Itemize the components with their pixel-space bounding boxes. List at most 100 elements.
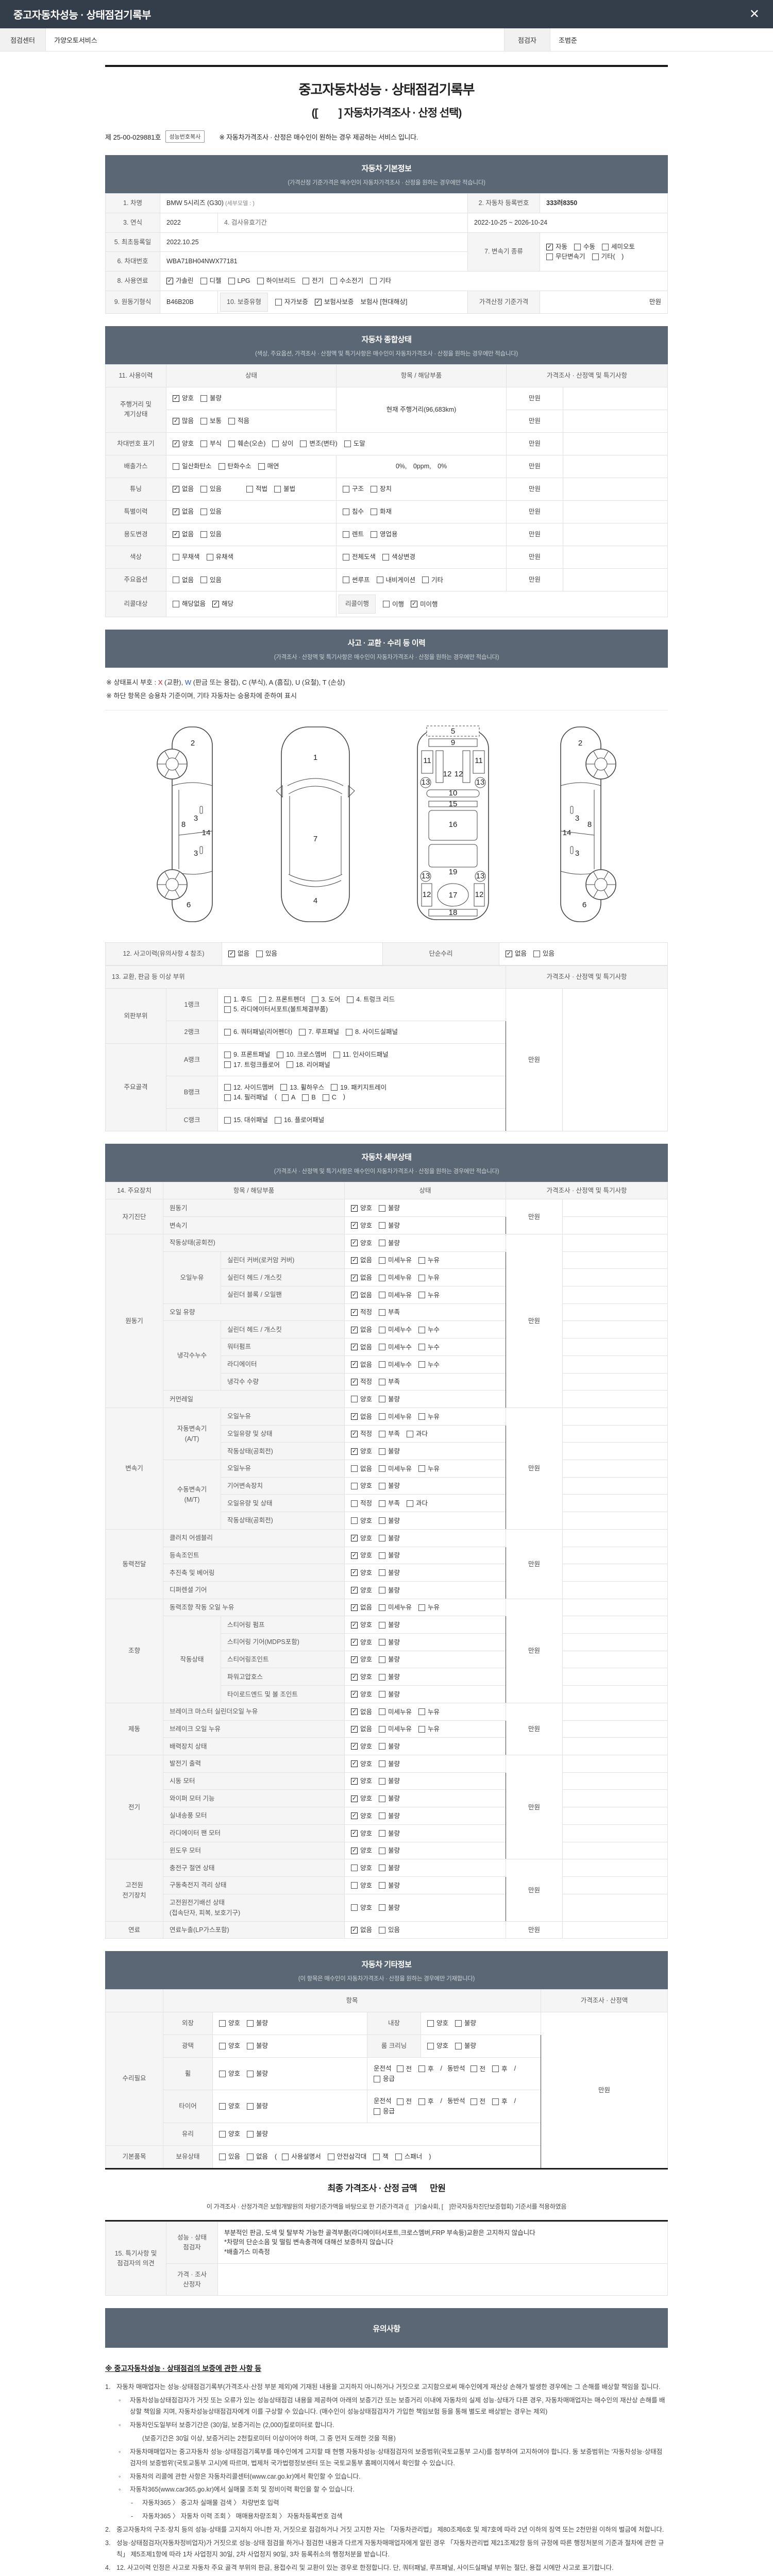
checkbox-A[interactable]: A	[282, 1093, 295, 1103]
checkbox-있음[interactable]: 있음	[256, 949, 277, 959]
checkbox-없음[interactable]: ✓ 없음	[351, 1925, 372, 1935]
checkbox-누수[interactable]: 누수	[418, 1342, 440, 1352]
checkbox-불량[interactable]: 불량	[379, 1672, 400, 1682]
checkbox-미세누유[interactable]: 미세누유	[379, 1602, 412, 1613]
checkbox-양호[interactable]: ✓ 양호	[351, 1585, 372, 1596]
checkbox-후[interactable]: 후	[492, 2097, 508, 2107]
checkbox-5. 라디에이터서포트(볼트체결부품)[interactable]: 5. 라디에이터서포트(볼트체결부품)	[224, 1005, 328, 1014]
checkbox-양호[interactable]: ✓ 양호	[351, 1620, 372, 1630]
checkbox-있음[interactable]: 있음	[533, 949, 554, 959]
close-icon[interactable]: ✕	[749, 7, 760, 21]
checkbox-없음[interactable]: ✓ 없음	[351, 1360, 372, 1370]
copy-number-button[interactable]: 성능번호복사	[165, 130, 205, 143]
checkbox-양호[interactable]: 양호	[219, 2041, 240, 2051]
checkbox-19. 패키지트레이[interactable]: 19. 패키지트레이	[331, 1083, 386, 1093]
checkbox-13. 휠하우스[interactable]: 13. 휠하우스	[280, 1083, 324, 1093]
checkbox-불량[interactable]: 불량	[200, 394, 222, 403]
checkbox-자동[interactable]: ✓ 자동	[546, 242, 567, 252]
checkbox-양호[interactable]: 양호	[219, 2069, 240, 2079]
checkbox-불량[interactable]: 불량	[379, 1568, 400, 1578]
checkbox-누유[interactable]: 누유	[418, 1273, 440, 1283]
checkbox-양호[interactable]: ✓ 양호	[351, 1811, 372, 1821]
checkbox-16. 플로어패널[interactable]: 16. 플로어패널	[274, 1115, 324, 1125]
checkbox-수동[interactable]: 수동	[574, 242, 595, 252]
checkbox-불량[interactable]: 불량	[379, 1654, 400, 1665]
checkbox-응급[interactable]: 응급	[374, 2074, 395, 2084]
checkbox-없음[interactable]: ✓ 없음	[506, 949, 527, 959]
checkbox-양호[interactable]: 양호	[351, 1481, 372, 1491]
checkbox-누유[interactable]: 누유	[418, 1707, 440, 1717]
checkbox-양호[interactable]: ✓ 양호	[351, 1533, 372, 1544]
checkbox-불량[interactable]: 불량	[379, 1759, 400, 1769]
checkbox-7. 루프패널[interactable]: 7. 루프패널	[299, 1027, 339, 1037]
checkbox-보통[interactable]: 보통	[200, 416, 222, 426]
checkbox-도말[interactable]: 도말	[344, 439, 365, 449]
checkbox-불량[interactable]: 불량	[379, 1585, 400, 1596]
checkbox-있음[interactable]: 있음	[379, 1925, 400, 1935]
checkbox-C[interactable]: C	[322, 1093, 337, 1103]
checkbox-LPG[interactable]: LPG	[228, 276, 250, 286]
checkbox-변조(변타)[interactable]: 변조(변타)	[300, 439, 338, 449]
checkbox-없음[interactable]: ✓ 없음	[351, 1255, 372, 1265]
checkbox-14. 필러패널[interactable]: 14. 필러패널	[224, 1093, 268, 1103]
checkbox-부족[interactable]: 부족	[379, 1498, 400, 1509]
checkbox-부식[interactable]: 부식	[200, 439, 222, 449]
checkbox-1. 후드[interactable]: 1. 후드	[224, 995, 253, 1005]
checkbox-기타( )[interactable]: 기타( )	[592, 252, 624, 262]
checkbox-없음[interactable]: 없음	[351, 1464, 372, 1474]
checkbox-불량[interactable]: 불량	[379, 1481, 400, 1491]
checkbox-6. 쿼터패널(리어펜더)[interactable]: 6. 쿼터패널(리어펜더)	[224, 1027, 292, 1037]
checkbox-불량[interactable]: 불량	[379, 1793, 400, 1804]
checkbox-기타[interactable]: 기타	[422, 575, 443, 585]
checkbox-전[interactable]: 전	[396, 2097, 412, 2107]
checkbox-불량[interactable]: 불량	[379, 1689, 400, 1700]
checkbox-있음[interactable]: 있음	[200, 484, 222, 494]
checkbox-불량[interactable]: 불량	[247, 2041, 268, 2051]
checkbox-하이브리드[interactable]: 하이브리드	[257, 276, 296, 286]
checkbox-양호[interactable]: ✓ 양호	[351, 1845, 372, 1856]
checkbox-양호[interactable]: 양호	[351, 1880, 372, 1891]
checkbox-과다[interactable]: 과다	[407, 1429, 428, 1439]
checkbox-양호[interactable]: 양호	[351, 1903, 372, 1913]
checkbox-불량[interactable]: 불량	[379, 1238, 400, 1248]
checkbox-불량[interactable]: 불량	[379, 1828, 400, 1839]
checkbox-누유[interactable]: 누유	[418, 1602, 440, 1613]
checkbox-적정[interactable]: ✓ 적정	[351, 1307, 372, 1317]
checkbox-해당[interactable]: ✓ 해당	[212, 599, 233, 609]
checkbox-누유[interactable]: 누유	[418, 1255, 440, 1265]
checkbox-색상변경[interactable]: 색상변경	[382, 552, 415, 562]
checkbox-많음[interactable]: ✓ 많음	[173, 416, 194, 426]
checkbox-없음[interactable]: ✓ 없음	[351, 1412, 372, 1422]
checkbox-미이행[interactable]: ✓ 미이행	[411, 600, 438, 609]
checkbox-있음[interactable]: 있음	[200, 507, 222, 517]
checkbox-미세누유[interactable]: 미세누유	[379, 1273, 412, 1283]
checkbox-미세누수[interactable]: 미세누수	[379, 1360, 412, 1370]
checkbox-2. 프론트펜더[interactable]: 2. 프론트펜더	[259, 995, 305, 1005]
checkbox-불량[interactable]: 불량	[379, 1516, 400, 1526]
checkbox-매연[interactable]: 매연	[258, 462, 279, 471]
checkbox-화재[interactable]: 화재	[371, 507, 392, 517]
checkbox-내비게이션[interactable]: 내비게이션	[376, 575, 415, 585]
checkbox-장치[interactable]: 장치	[371, 484, 392, 494]
checkbox-양호[interactable]: ✓ 양호	[351, 1672, 372, 1682]
checkbox-불량[interactable]: 불량	[379, 1394, 400, 1404]
checkbox-누유[interactable]: 누유	[418, 1290, 440, 1300]
checkbox-후[interactable]: 후	[418, 2064, 434, 2074]
checkbox-양호[interactable]: ✓ 양호	[351, 1221, 372, 1231]
checkbox-수소전기[interactable]: 수소전기	[330, 276, 363, 286]
checkbox-10. 크로스멤버[interactable]: 10. 크로스멤버	[277, 1050, 327, 1060]
checkbox-전[interactable]: 전	[470, 2064, 485, 2074]
checkbox-없음[interactable]: 없음	[173, 575, 194, 585]
checkbox-미세누유[interactable]: 미세누유	[379, 1290, 412, 1300]
checkbox-양호[interactable]: ✓ 양호	[351, 1446, 372, 1456]
checkbox-양호[interactable]: ✓ 양호	[351, 1828, 372, 1839]
checkbox-미세누유[interactable]: 미세누유	[379, 1707, 412, 1717]
checkbox-불량[interactable]: 불량	[379, 1811, 400, 1821]
checkbox-스패너[interactable]: 스패너	[395, 2152, 422, 2162]
checkbox-양호[interactable]: 양호	[219, 2129, 240, 2139]
checkbox-과다[interactable]: 과다	[407, 1498, 428, 1509]
checkbox-있음[interactable]: 있음	[200, 575, 222, 585]
checkbox-구조[interactable]: 구조	[343, 484, 364, 494]
checkbox-15. 대쉬패널[interactable]: 15. 대쉬패널	[224, 1115, 268, 1125]
checkbox-양호[interactable]: 양호	[219, 2102, 240, 2111]
